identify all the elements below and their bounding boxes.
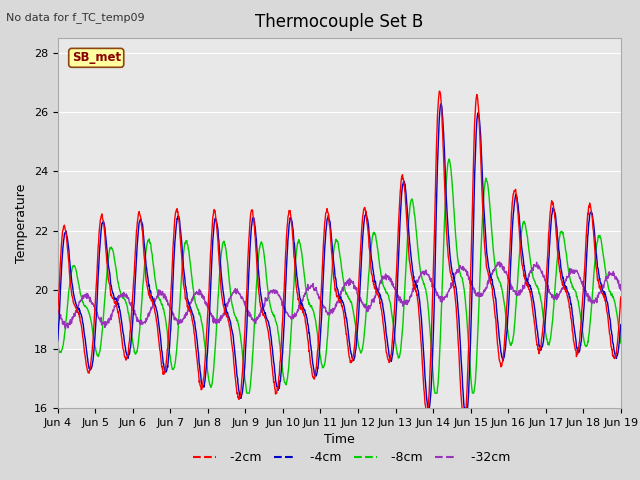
Text: SB_met: SB_met: [72, 51, 121, 64]
X-axis label: Time: Time: [324, 433, 355, 446]
Legend:  -2cm,  -4cm,  -8cm,  -32cm: -2cm, -4cm, -8cm, -32cm: [188, 446, 516, 469]
Y-axis label: Temperature: Temperature: [15, 183, 28, 263]
Text: No data for f_TC_temp09: No data for f_TC_temp09: [6, 12, 145, 23]
Title: Thermocouple Set B: Thermocouple Set B: [255, 13, 423, 31]
